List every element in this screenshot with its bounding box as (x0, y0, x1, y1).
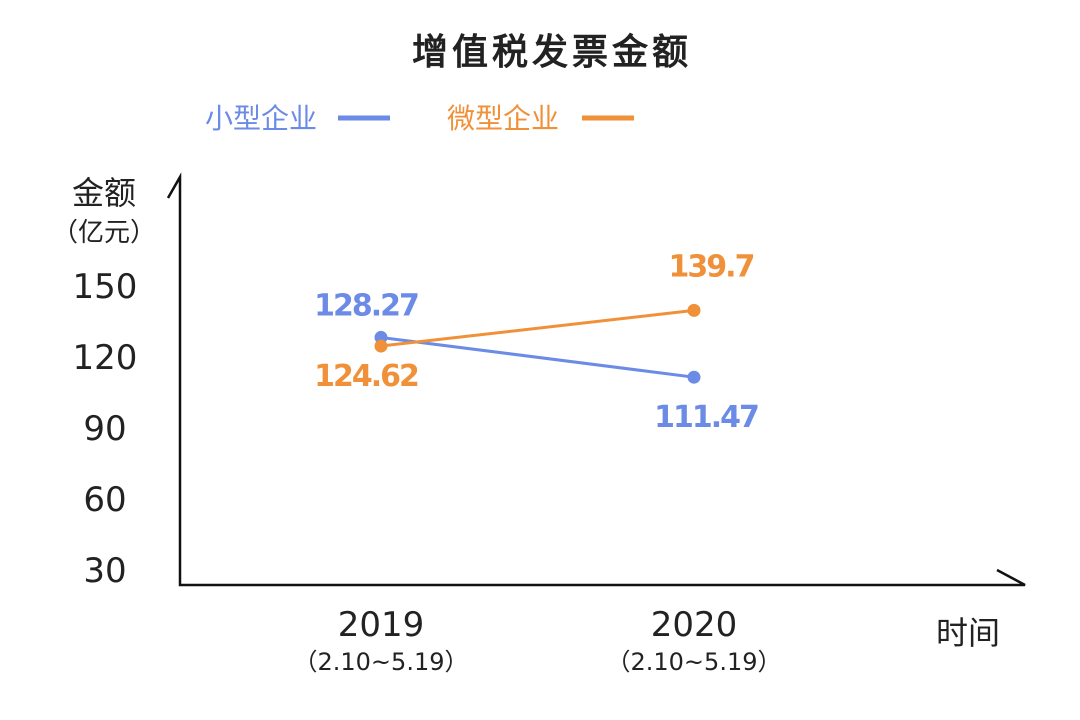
legend-item-small: 小型企业 (205, 102, 390, 135)
data-label: 139.7 (669, 249, 754, 284)
series-lines (380, 308, 695, 379)
x-category-labels: 2019 （2.10~5.19） 2020 （2.10~5.19） (294, 605, 782, 676)
x-category-sublabel: （2.10~5.19） (294, 648, 469, 676)
x-category-sublabel: （2.10~5.19） (607, 648, 782, 676)
y-tick-label: 90 (83, 409, 126, 449)
legend-label-micro: 微型企业 (447, 102, 559, 135)
axes (166, 172, 1026, 587)
data-point (687, 303, 701, 317)
x-axis-label: 时间 (936, 614, 1000, 652)
legend-label-small: 小型企业 (205, 102, 317, 135)
legend-item-micro: 微型企业 (447, 102, 634, 135)
data-label: 128.27 (314, 288, 418, 323)
data-label: 111.47 (654, 400, 758, 435)
data-point (687, 370, 701, 384)
y-tick-label: 60 (83, 480, 126, 520)
x-category-label: 2019 (338, 605, 425, 645)
y-tick-label: 120 (73, 338, 138, 378)
y-axis-label: 金额 (72, 174, 136, 212)
y-tick-label: 30 (83, 551, 126, 591)
data-point (374, 339, 388, 353)
series-points (374, 303, 701, 384)
data-labels: 128.27 111.47 124.62 139.7 (311, 246, 764, 439)
series-line (380, 335, 695, 379)
x-category-label: 2020 (651, 605, 738, 645)
y-tick-label: 150 (73, 267, 138, 307)
y-tick-labels: 30 60 90 120 150 (73, 267, 138, 591)
series-line (380, 308, 695, 348)
legend: 小型企业 微型企业 (205, 102, 634, 135)
chart-title: 增值税发票金额 (412, 31, 692, 73)
data-label: 124.62 (314, 359, 418, 394)
y-axis-unit: （亿元） (52, 218, 156, 248)
